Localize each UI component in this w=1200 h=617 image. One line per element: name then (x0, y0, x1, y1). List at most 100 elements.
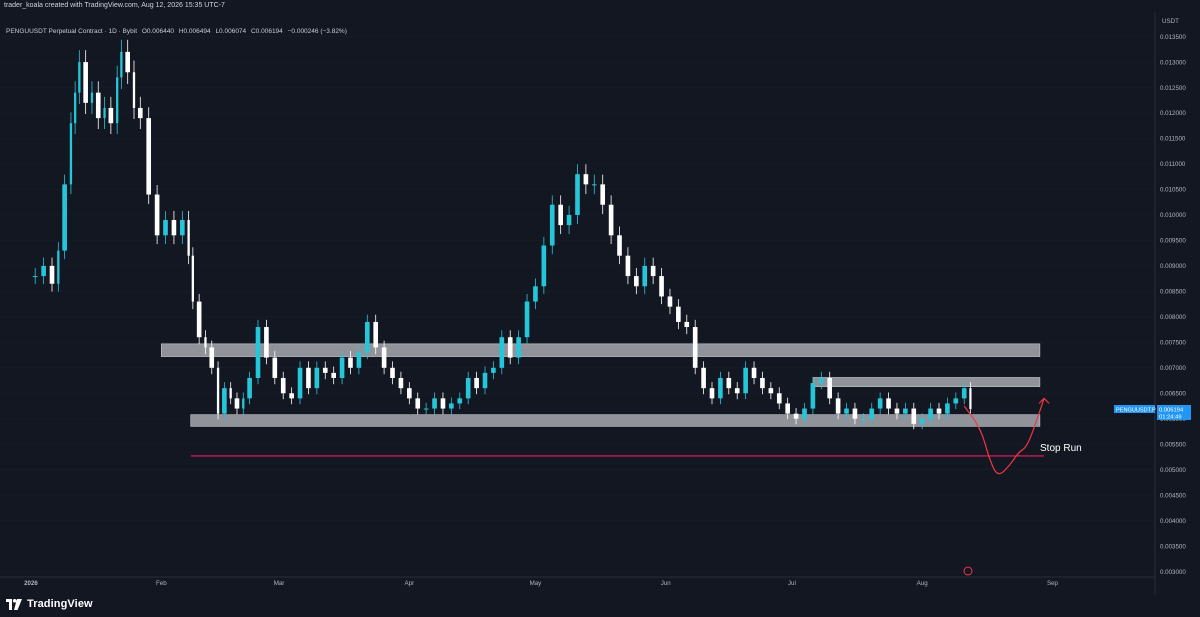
x-tick-labels: 2026 Feb Mar Apr May Jun Jul Aug Sep (24, 580, 1058, 587)
candle-body (398, 377, 404, 389)
candle-body (802, 408, 807, 419)
candle-body (760, 377, 765, 389)
y-tick-label: 0.009000 (1160, 263, 1186, 270)
legend-low: L0.006074 (215, 28, 247, 35)
candle-body (154, 194, 160, 236)
candle-body (861, 418, 866, 420)
candle-body (449, 403, 454, 409)
grid-layer (0, 36, 1155, 572)
candle-body (297, 367, 303, 399)
candle-body (73, 92, 77, 124)
candle-body (187, 220, 190, 256)
legend-change: −0.000246 (−3.82%) (287, 28, 347, 35)
candle-body (491, 367, 496, 373)
x-tick-label: Mar (274, 580, 285, 587)
candle-body (49, 265, 55, 284)
candle-body (852, 408, 858, 419)
y-tick-label: 0.013500 (1160, 34, 1186, 41)
zone-box[interactable] (161, 343, 1041, 357)
candle-body (482, 372, 488, 389)
y-tick-label: 0.012000 (1160, 110, 1186, 117)
candle-body (785, 403, 790, 414)
candle-body (255, 327, 261, 378)
y-tick-label: 0.009500 (1160, 238, 1186, 245)
chart-area[interactable]: Stop Run USDT 0.013500 0.013000 0.012500 0.… (0, 12, 1200, 595)
candle-body (69, 123, 73, 185)
zone-box[interactable] (812, 377, 1041, 387)
price-chart[interactable]: Stop Run USDT 0.0135000.0130000.0125000.… (0, 12, 1200, 595)
legend-open: O0.006440 (141, 28, 174, 35)
candle-body (701, 367, 706, 389)
candle-body (516, 337, 521, 358)
candle-body (415, 398, 421, 409)
candle-body (57, 250, 60, 284)
candle-body (903, 408, 908, 414)
candle-body (95, 92, 101, 119)
candle-body (928, 408, 933, 419)
candle-body (776, 393, 782, 404)
candle-body (600, 184, 606, 205)
candle-body (116, 77, 119, 124)
x-tick-label: Jun (661, 580, 672, 587)
legend-symbol: PENGUUSDT Perpetual Contract · 1D · Bybi… (6, 28, 138, 35)
zone-layer (161, 343, 1041, 427)
time-axis[interactable]: 2026 Feb Mar Apr May Jun Jul Aug Sep (0, 576, 1155, 587)
candle-body (180, 220, 185, 236)
x-tick-label: Jul (788, 580, 796, 587)
y-tick-label: 0.012500 (1160, 85, 1186, 92)
candle-body (83, 62, 88, 103)
candle-body (120, 51, 123, 78)
candle-body (242, 398, 245, 409)
candle-body (373, 321, 379, 348)
candle-body (474, 377, 479, 389)
candle-body (191, 255, 194, 302)
y-tick-label: 0.004500 (1160, 492, 1186, 499)
candle-body (41, 265, 46, 277)
author-line: trader_koala created with TradingView.co… (4, 2, 225, 9)
candle-body (591, 184, 597, 186)
y-tick-label: 0.003500 (1160, 543, 1186, 550)
candle-body (919, 418, 925, 424)
candle-body (583, 174, 589, 185)
candle-body (146, 118, 152, 195)
candle-body (667, 296, 673, 307)
candle-body (566, 214, 572, 226)
candle-body (969, 388, 972, 410)
price-axis[interactable]: USDT 0.0135000.0130000.0125000.0120000.0… (1114, 12, 1191, 595)
candle-body (171, 220, 177, 236)
symbol-legend[interactable]: PENGUUSDT Perpetual Contract · 1D · Bybi… (6, 28, 350, 35)
candle-body (869, 408, 875, 419)
candle-body (108, 107, 114, 124)
y-tick-label: 0.007500 (1160, 340, 1186, 347)
x-tick-label: May (530, 580, 543, 587)
candle-body (575, 174, 580, 215)
candle-body (306, 367, 311, 389)
candle-body (499, 337, 505, 368)
candle-body (62, 184, 67, 251)
projection-path[interactable] (963, 398, 1045, 475)
footer: TradingView (0, 595, 1200, 617)
candle-body (381, 347, 387, 368)
zone-box[interactable] (190, 414, 1041, 427)
tradingview-brand[interactable]: TradingView (6, 598, 93, 610)
brand-text: TradingView (27, 598, 93, 610)
candle-body (204, 337, 207, 348)
y-tick-label: 0.003000 (1160, 569, 1186, 576)
y-tick-label: 0.008000 (1160, 314, 1186, 321)
event-marker-icon[interactable] (963, 566, 973, 576)
candle-body (125, 51, 130, 73)
candle-body (886, 398, 891, 409)
candle-body (659, 276, 664, 297)
candle-body (692, 327, 698, 368)
x-tick-label: Feb (156, 580, 167, 587)
candle-body (634, 276, 639, 287)
candle-body (234, 398, 240, 409)
candle-body (608, 204, 614, 236)
candle-body (961, 388, 967, 399)
y-tick-labels: 0.013500 0.013000 0.012500 0.012000 0.011500… (1160, 34, 1186, 576)
candle-body (734, 388, 740, 394)
candle-body (945, 403, 950, 414)
candle-body (331, 372, 336, 378)
y-tick-label: 0.004000 (1160, 518, 1186, 525)
candle-body (280, 377, 286, 394)
